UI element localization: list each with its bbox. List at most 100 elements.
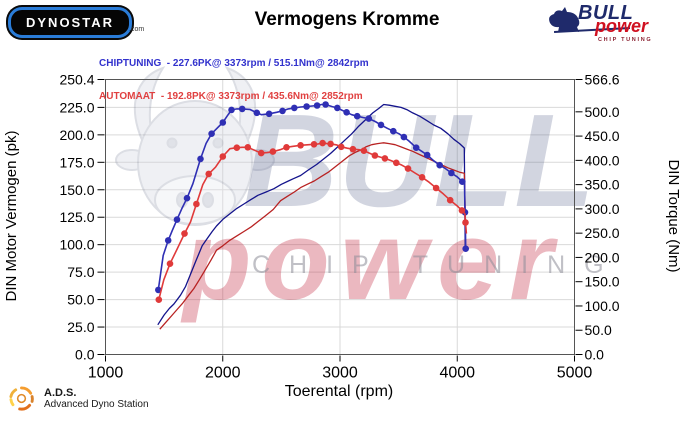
series-marker-chiptuning-torque bbox=[462, 245, 470, 252]
series-marker-automaat-torque bbox=[432, 184, 440, 192]
series-marker-chiptuning-torque bbox=[183, 194, 191, 202]
left-tick-label: 100.0 bbox=[59, 237, 94, 253]
right-tick-label: 200.0 bbox=[585, 249, 620, 265]
series-marker-chiptuning-torque bbox=[343, 109, 350, 116]
right-tick-label: 250.0 bbox=[585, 225, 620, 241]
series-marker-automaat-torque bbox=[337, 143, 345, 151]
series-marker-automaat-torque bbox=[297, 142, 304, 149]
series-marker-chiptuning-torque bbox=[377, 121, 385, 129]
runs-legend: CHIPTUNING - 227.6PK@ 3373rpm / 515.1Nm@… bbox=[99, 36, 369, 124]
series-marker-chiptuning-torque bbox=[322, 101, 329, 108]
series-marker-chiptuning-torque bbox=[303, 103, 310, 110]
ads-logo: A.D.S. Advanced Dyno Station bbox=[8, 385, 149, 412]
bullpower-logo-power-text: power bbox=[595, 16, 649, 36]
x-axis-title: Toerental (rpm) bbox=[285, 383, 393, 400]
series-marker-chiptuning-torque bbox=[164, 237, 172, 244]
legend-chiptuning-run: CHIPTUNING - 227.6PK@ 3373rpm / 515.1Nm@… bbox=[99, 58, 369, 69]
right-tick-label: 566.6 bbox=[585, 72, 620, 88]
series-marker-chiptuning-torque bbox=[155, 286, 162, 294]
series-marker-chiptuning-torque bbox=[412, 144, 420, 151]
series-automaat-torque bbox=[155, 139, 469, 304]
axes: 0.0 25.0 50.0 75.0 100.0 125.0 150.0 175.0 200.0… bbox=[59, 72, 619, 382]
series-marker-automaat-torque bbox=[155, 296, 163, 304]
series-chiptuning-torque bbox=[155, 101, 470, 294]
ads-subtitle: Advanced Dyno Station bbox=[44, 399, 149, 410]
right-tick-label: 350.0 bbox=[585, 177, 620, 193]
left-axis-title: DIN Motor Vermogen (pk) bbox=[3, 131, 20, 302]
series-marker-automaat-torque bbox=[360, 147, 368, 154]
bottom-tick-label: 2000 bbox=[205, 365, 241, 382]
page-title: Vermogens Kromme bbox=[254, 9, 440, 30]
series-marker-automaat-torque bbox=[381, 155, 389, 162]
series-marker-chiptuning-torque bbox=[334, 104, 341, 112]
bottom-tick-label: 5000 bbox=[557, 365, 593, 382]
series-marker-chiptuning-torque bbox=[365, 115, 373, 122]
series-marker-automaat-torque bbox=[193, 200, 200, 208]
bullpower-logo-chiptuning-text: CHIP TUNING bbox=[598, 37, 653, 43]
series-marker-automaat-torque bbox=[219, 153, 227, 160]
series-marker-automaat-torque bbox=[349, 145, 357, 153]
watermark-chiptuning-text: CHIP TUNING bbox=[252, 251, 623, 279]
series-marker-chiptuning-torque bbox=[459, 178, 466, 185]
series-marker-automaat-torque bbox=[404, 165, 412, 172]
bottom-tick-label: 4000 bbox=[439, 365, 475, 382]
series-marker-chiptuning-torque bbox=[173, 216, 181, 223]
series-marker-chiptuning-torque bbox=[390, 127, 397, 135]
series-marker-automaat-torque bbox=[205, 170, 212, 178]
right-tick-label: 500.0 bbox=[585, 104, 620, 120]
bull-silhouette-icon bbox=[549, 7, 580, 32]
series-marker-chiptuning-torque bbox=[423, 151, 431, 159]
series-marker-chiptuning-torque bbox=[279, 107, 286, 115]
series-marker-automaat-torque bbox=[458, 207, 466, 214]
left-tick-label: 50.0 bbox=[67, 292, 94, 308]
series-marker-chiptuning-torque bbox=[291, 104, 298, 112]
series-marker-automaat-torque bbox=[310, 141, 318, 148]
series-marker-automaat-torque bbox=[393, 159, 400, 167]
plot-border bbox=[105, 79, 575, 355]
series-marker-chiptuning-torque bbox=[265, 110, 273, 118]
watermark-group: BULL power CHIP TUNING bbox=[115, 66, 623, 323]
series-marker-chiptuning-torque bbox=[400, 133, 408, 141]
series-marker-chiptuning-torque bbox=[448, 169, 455, 177]
ads-swirl-icon bbox=[9, 386, 34, 411]
series-marker-automaat-torque bbox=[233, 144, 241, 151]
series-marker-automaat-torque bbox=[327, 140, 334, 148]
bottom-tick-label: 1000 bbox=[88, 365, 124, 382]
bottom-tick-label: 3000 bbox=[322, 365, 358, 382]
right-tick-label: 400.0 bbox=[585, 152, 620, 168]
watermark-bull-text: BULL bbox=[243, 87, 595, 234]
left-tick-label: 225.0 bbox=[59, 99, 94, 115]
right-tick-label: 0.0 bbox=[585, 347, 605, 363]
series-marker-automaat-torque bbox=[319, 139, 326, 147]
bullpower-logo-bull-text: BULL bbox=[578, 2, 634, 24]
series-marker-automaat-torque bbox=[257, 149, 265, 157]
series-marker-chiptuning-torque bbox=[238, 105, 246, 113]
series-marker-chiptuning-torque bbox=[353, 112, 361, 120]
series-marker-chiptuning-torque bbox=[219, 119, 227, 126]
series-marker-automaat-torque bbox=[166, 260, 174, 268]
right-axis-title: DIN Torque (Nm) bbox=[665, 159, 682, 272]
series-chiptuning-power bbox=[157, 103, 466, 326]
series-marker-automaat-torque bbox=[418, 174, 426, 181]
series-marker-chiptuning-torque bbox=[228, 106, 235, 114]
bull-head-watermark bbox=[115, 66, 275, 226]
right-tick-label: 50.0 bbox=[585, 322, 612, 338]
series-marker-automaat-torque bbox=[269, 148, 277, 155]
series-marker-chiptuning-torque bbox=[313, 102, 321, 109]
series-line-chiptuning-power bbox=[157, 103, 466, 326]
series-marker-chiptuning-torque bbox=[197, 155, 204, 163]
series-marker-automaat-torque bbox=[446, 196, 454, 204]
left-tick-label: 75.0 bbox=[67, 264, 94, 280]
series-marker-chiptuning-torque bbox=[436, 161, 444, 169]
legend-automaat-run: AUTOMAAT - 192.8PK@ 3373rpm / 435.6Nm@ 2… bbox=[99, 91, 363, 102]
left-tick-label: 125.0 bbox=[59, 209, 94, 225]
right-tick-label: 450.0 bbox=[585, 128, 620, 144]
series-marker-chiptuning-torque bbox=[208, 130, 215, 137]
left-tick-label: 150.0 bbox=[59, 182, 94, 198]
series-marker-automaat-torque bbox=[371, 152, 379, 159]
bullpower-logo: BULL power CHIP TUNING bbox=[547, 2, 657, 46]
left-tick-label: 200.0 bbox=[59, 127, 94, 143]
series-marker-automaat-torque bbox=[244, 144, 252, 151]
